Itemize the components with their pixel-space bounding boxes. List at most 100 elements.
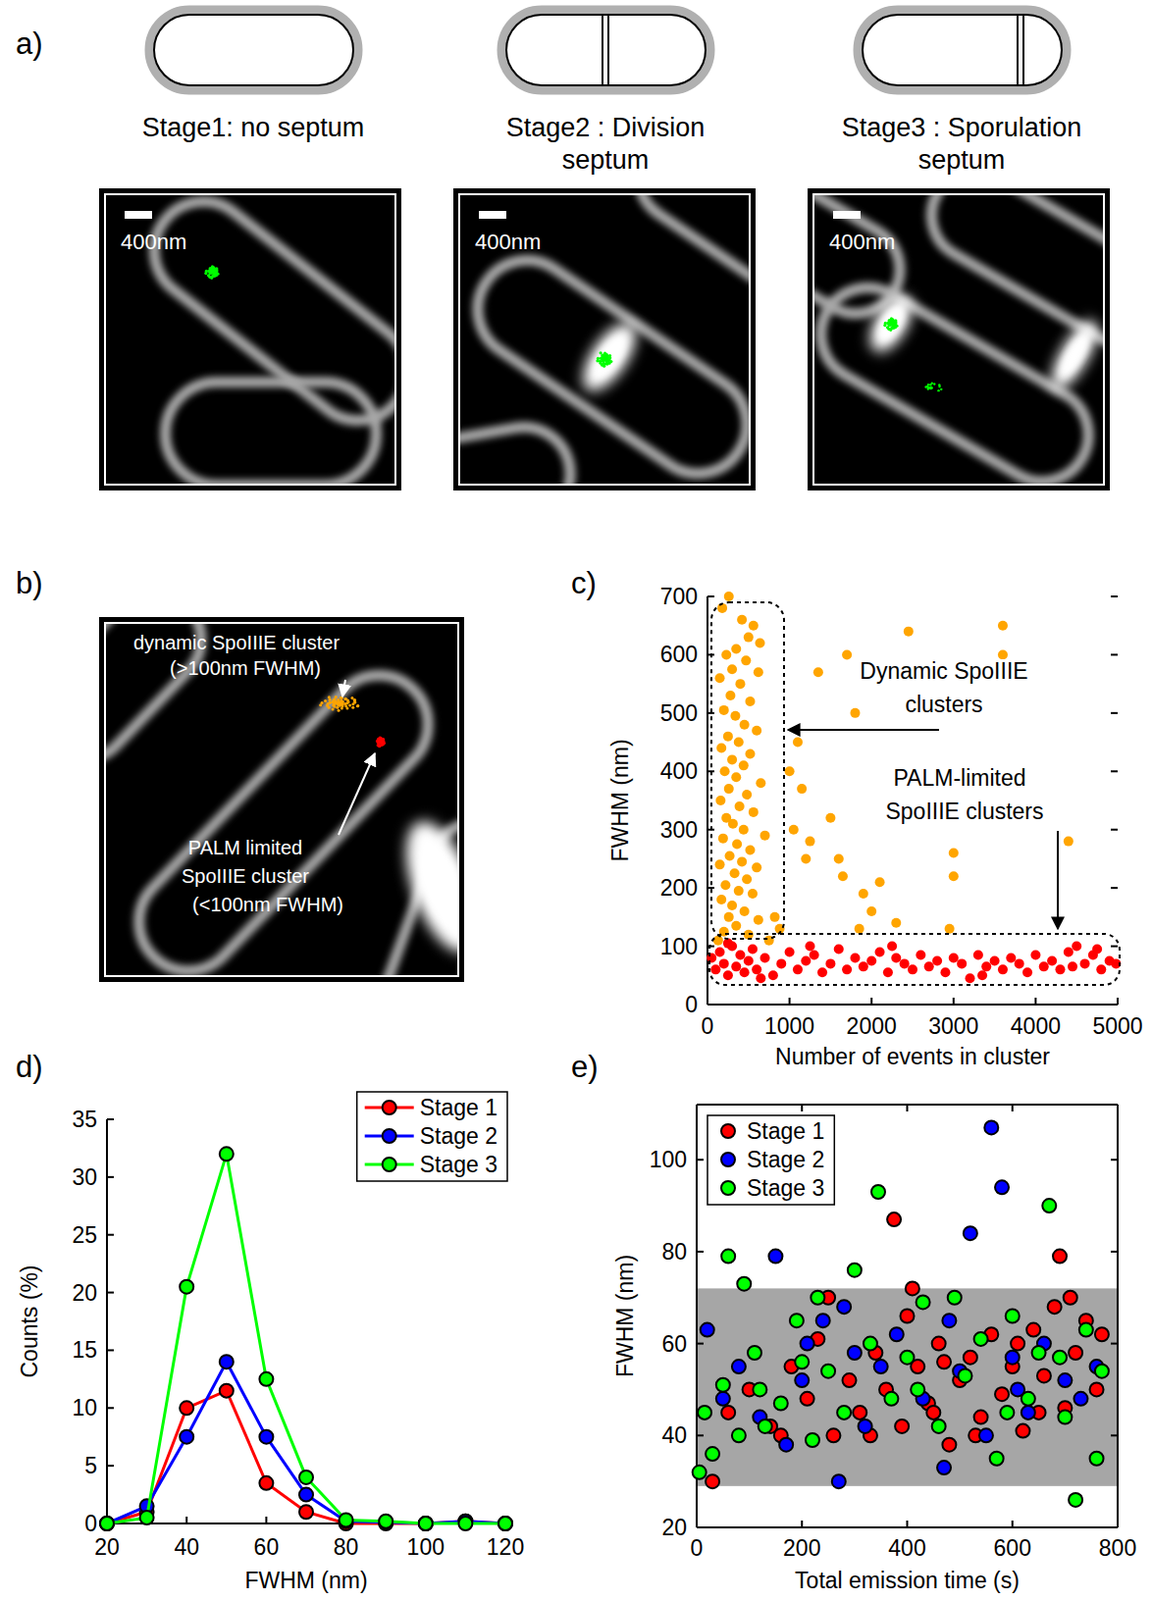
- localisation: [207, 273, 210, 277]
- point: [730, 868, 740, 879]
- point: [963, 1226, 978, 1241]
- septum: [601, 14, 604, 86]
- point: [800, 1392, 815, 1407]
- legend: Stage 1Stage 2Stage 3: [357, 1092, 508, 1182]
- cell: [118, 655, 449, 976]
- localisation: [890, 320, 893, 324]
- point: [1067, 961, 1078, 972]
- tick-label: 1000: [764, 1013, 815, 1040]
- point: [974, 1411, 989, 1425]
- point: [1039, 961, 1049, 972]
- series-line: [106, 1361, 506, 1524]
- tick: [695, 1520, 698, 1528]
- point: [1022, 967, 1033, 978]
- point: [748, 807, 759, 818]
- point: [741, 789, 752, 800]
- tick: [870, 997, 873, 1005]
- point: [741, 874, 752, 885]
- legend-label: Stage 1: [746, 1118, 825, 1145]
- point: [734, 801, 745, 812]
- point: [760, 952, 771, 963]
- point: [999, 1406, 1014, 1420]
- point: [733, 886, 744, 896]
- arrow: [338, 753, 375, 836]
- point: [706, 952, 717, 963]
- bright-spot: [1055, 330, 1095, 380]
- point: [715, 947, 726, 958]
- tick-label: 0: [84, 1511, 98, 1537]
- cell: [620, 195, 749, 325]
- point: [715, 795, 726, 806]
- point: [1092, 944, 1102, 955]
- point: [770, 912, 781, 923]
- point: [1021, 1406, 1036, 1420]
- point: [1010, 1337, 1025, 1352]
- point: [100, 1517, 114, 1531]
- point: [739, 720, 750, 731]
- point: [834, 944, 844, 955]
- point: [1057, 1411, 1072, 1425]
- tick: [707, 887, 715, 890]
- point: [727, 664, 737, 675]
- point: [724, 591, 734, 602]
- axis-title: FWHM (nm): [244, 1568, 367, 1594]
- point: [732, 1360, 746, 1374]
- localisation: [376, 738, 381, 743]
- point: [788, 825, 799, 836]
- point: [847, 1346, 862, 1361]
- localisation: [331, 700, 335, 704]
- tick-label: 60: [661, 1331, 687, 1358]
- point: [1037, 1368, 1051, 1383]
- cell-wall: [501, 9, 711, 91]
- tick-label: 40: [173, 1534, 200, 1561]
- localisation: [598, 360, 602, 364]
- cell-wall: [857, 9, 1067, 91]
- cell-wall: [149, 9, 359, 91]
- point: [1090, 1452, 1104, 1467]
- highlight-box: [709, 934, 1120, 986]
- point: [713, 936, 724, 946]
- point: [944, 924, 955, 935]
- tick: [106, 1118, 114, 1121]
- point: [700, 1323, 715, 1338]
- point: [785, 766, 795, 777]
- point: [719, 705, 730, 716]
- point: [1079, 1323, 1094, 1338]
- bright-spot: [391, 812, 458, 962]
- localisation: [940, 388, 943, 391]
- point: [981, 961, 992, 972]
- point: [884, 1392, 898, 1407]
- point: [748, 621, 759, 631]
- scale-bar: 400nm: [120, 210, 187, 255]
- point: [890, 918, 901, 929]
- localisation: [320, 701, 324, 705]
- point: [732, 1428, 746, 1443]
- point: [752, 1382, 767, 1397]
- annotation: SpoIIIE clusters: [885, 798, 1044, 825]
- legend-label: Stage 3: [746, 1175, 825, 1202]
- localisation: [331, 700, 335, 704]
- point: [948, 871, 959, 882]
- point: [755, 778, 766, 788]
- localisation: [376, 743, 381, 748]
- image-frame: [104, 194, 396, 485]
- point: [736, 1277, 751, 1292]
- point: [1073, 1392, 1088, 1407]
- arrow: [342, 680, 346, 697]
- legend-marker: [382, 1129, 397, 1144]
- localisation: [938, 385, 941, 388]
- point: [727, 754, 737, 765]
- point: [937, 1355, 951, 1369]
- tick-label: 300: [660, 817, 698, 843]
- plot-data: [692, 1120, 1109, 1507]
- tick-label: 25: [71, 1222, 98, 1249]
- point: [715, 673, 726, 683]
- legend-marker: [721, 1124, 735, 1139]
- chart: c)01002003004005006007000100020003000400…: [571, 566, 1144, 1070]
- tick: [1110, 887, 1118, 890]
- tick: [1110, 1251, 1118, 1254]
- tick: [1110, 595, 1118, 598]
- point: [805, 942, 816, 952]
- axis-line: [706, 596, 709, 1005]
- localisation: [328, 698, 332, 702]
